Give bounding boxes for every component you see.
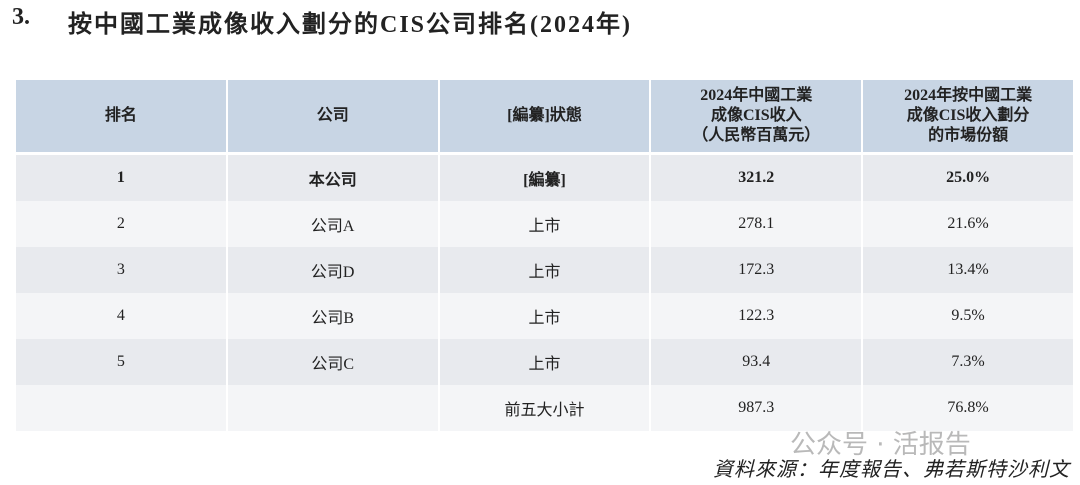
table-cell: 公司C [225, 339, 440, 385]
table-cell: 1 [14, 153, 228, 201]
table-cell: 前五大小計 [437, 385, 652, 431]
table-cell: 13.4% [861, 247, 1075, 293]
header-cell: 公司 [225, 80, 440, 155]
table-cell: 3 [14, 247, 228, 293]
header-line: 成像CIS收入劃分 [906, 107, 1030, 124]
table-cell: 987.3 [649, 385, 864, 431]
table-cell: 公司A [225, 201, 440, 247]
table-cell: 2 [14, 201, 228, 247]
ranking-table: 排名 公司 [編纂]狀態 2024年中國工業 成像CIS收入 （人民幣百萬元） 2024年按… [14, 80, 1075, 431]
source-note: 資料來源：年度報告、弗若斯特沙利文 [713, 459, 1070, 481]
table-cell: 93.4 [649, 339, 864, 385]
header-cell: 2024年按中國工業 成像CIS收入劃分 的市場份額 [861, 80, 1075, 155]
table-cell: 7.3% [861, 339, 1075, 385]
table-row: 3 公司D 上市 172.3 13.4% [14, 247, 1075, 293]
table-cell [225, 385, 440, 431]
table-cell: 25.0% [861, 153, 1075, 201]
header-line: 的市場份額 [928, 127, 1009, 144]
header-cell: 排名 [14, 80, 228, 155]
header-line: （人民幣百萬元） [692, 127, 821, 144]
table-row: 2 公司A 上市 278.1 21.6% [14, 201, 1075, 247]
table-cell: 4 [14, 293, 228, 339]
table-cell: 上市 [437, 339, 652, 385]
header-line: 2024年中國工業 [700, 87, 813, 104]
header-line: 公司 [316, 107, 349, 124]
table-row: 4 公司B 上市 122.3 9.5% [14, 293, 1075, 339]
table-cell [14, 385, 228, 431]
table-row: 1 本公司 [編纂] 321.2 25.0% [14, 153, 1075, 201]
table-row: 5 公司C 上市 93.4 7.3% [14, 339, 1075, 385]
table-cell: 公司D [225, 247, 440, 293]
table-cell: 5 [14, 339, 228, 385]
total-row: 前五大小計 987.3 76.8% [14, 385, 1075, 431]
header-line: 成像CIS收入 [710, 107, 802, 124]
header-cell: [編纂]狀態 [437, 80, 652, 155]
table-cell: 本公司 [225, 153, 440, 201]
header-line: 2024年按中國工業 [904, 87, 1033, 104]
heading-number: 3. [12, 4, 30, 30]
table-cell: [編纂] [437, 153, 652, 201]
watermark: 公众号 · 活报告 [790, 430, 971, 460]
table-cell: 76.8% [861, 385, 1075, 431]
table-cell: 上市 [437, 247, 652, 293]
table-cell: 172.3 [649, 247, 864, 293]
table-body: 1 本公司 [編纂] 321.2 25.0% 2 公司A 上市 278.1 21.6% 3 公司D 上市… [14, 153, 1075, 431]
table-cell: 上市 [437, 201, 652, 247]
table-cell: 122.3 [649, 293, 864, 339]
table-cell: 278.1 [649, 201, 864, 247]
table-cell: 321.2 [649, 153, 864, 201]
header-line: 排名 [104, 107, 137, 124]
table-cell: 21.6% [861, 201, 1075, 247]
header-cell: 2024年中國工業 成像CIS收入 （人民幣百萬元） [649, 80, 864, 155]
header-line: [編纂]狀態 [507, 107, 582, 124]
heading-title: 按中國工業成像收入劃分的CIS公司排名(2024年) [68, 12, 633, 38]
table-cell: 上市 [437, 293, 652, 339]
header-row: 排名 公司 [編纂]狀態 2024年中國工業 成像CIS收入 （人民幣百萬元） 2024年按… [14, 80, 1075, 155]
table-cell: 9.5% [861, 293, 1075, 339]
table-cell: 公司B [225, 293, 440, 339]
